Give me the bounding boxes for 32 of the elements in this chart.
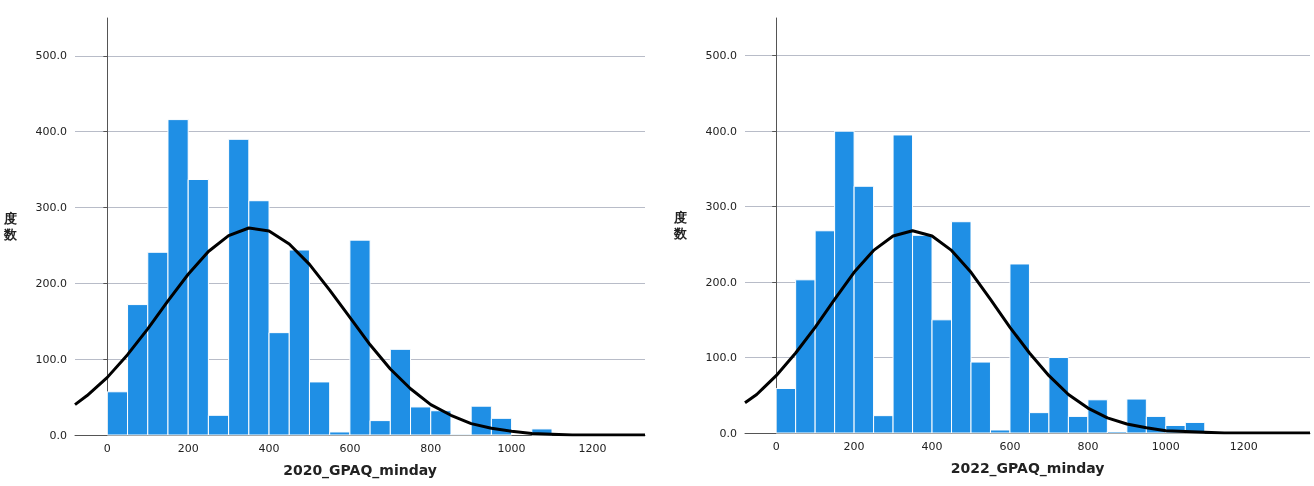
y-tick-label: 100.0 [705,351,737,365]
y-axis-title: 度数 [673,210,688,241]
x-tick-label: 200 [843,440,865,453]
x-tick-label: 1200 [578,442,607,455]
y-tick-label: 200.0 [35,276,67,290]
y-tick-label: 200.0 [705,275,737,289]
y-tick-label: 100.0 [35,352,67,366]
x-tick-label: 600 [999,440,1021,453]
x-tick-label: 1000 [497,442,526,455]
x-tick-label: 0 [772,440,780,453]
x-tick-label: 200 [177,442,199,455]
y-tick-label: 300.0 [705,200,737,214]
line-series [743,229,1312,435]
x-axis-title: 2020_GPAQ_minday [283,462,437,479]
x-tick-label: 600 [339,442,361,455]
y-tick-label: 400.0 [705,124,737,138]
x-tick-label: 1200 [1229,440,1258,453]
y-tick-label: 0.0 [719,426,737,440]
y-tick-label: 0.0 [49,428,67,442]
y-tick-label: 500.0 [705,49,737,63]
x-tick-label: 400 [921,440,943,453]
x-tick-label: 800 [420,442,442,455]
line-series [73,226,647,437]
x-tick-label: 0 [103,442,111,455]
x-tick-label: 800 [1077,440,1099,453]
y-tick-label: 500.0 [35,49,67,63]
x-tick-label: 1000 [1151,440,1180,453]
y-tick-label: 400.0 [35,125,67,139]
y-axis-title: 度数 [3,211,18,242]
x-axis-title: 2022_GPAQ_minday [950,460,1105,477]
x-tick-label: 400 [258,442,280,455]
y-tick-label: 300.0 [35,201,67,215]
